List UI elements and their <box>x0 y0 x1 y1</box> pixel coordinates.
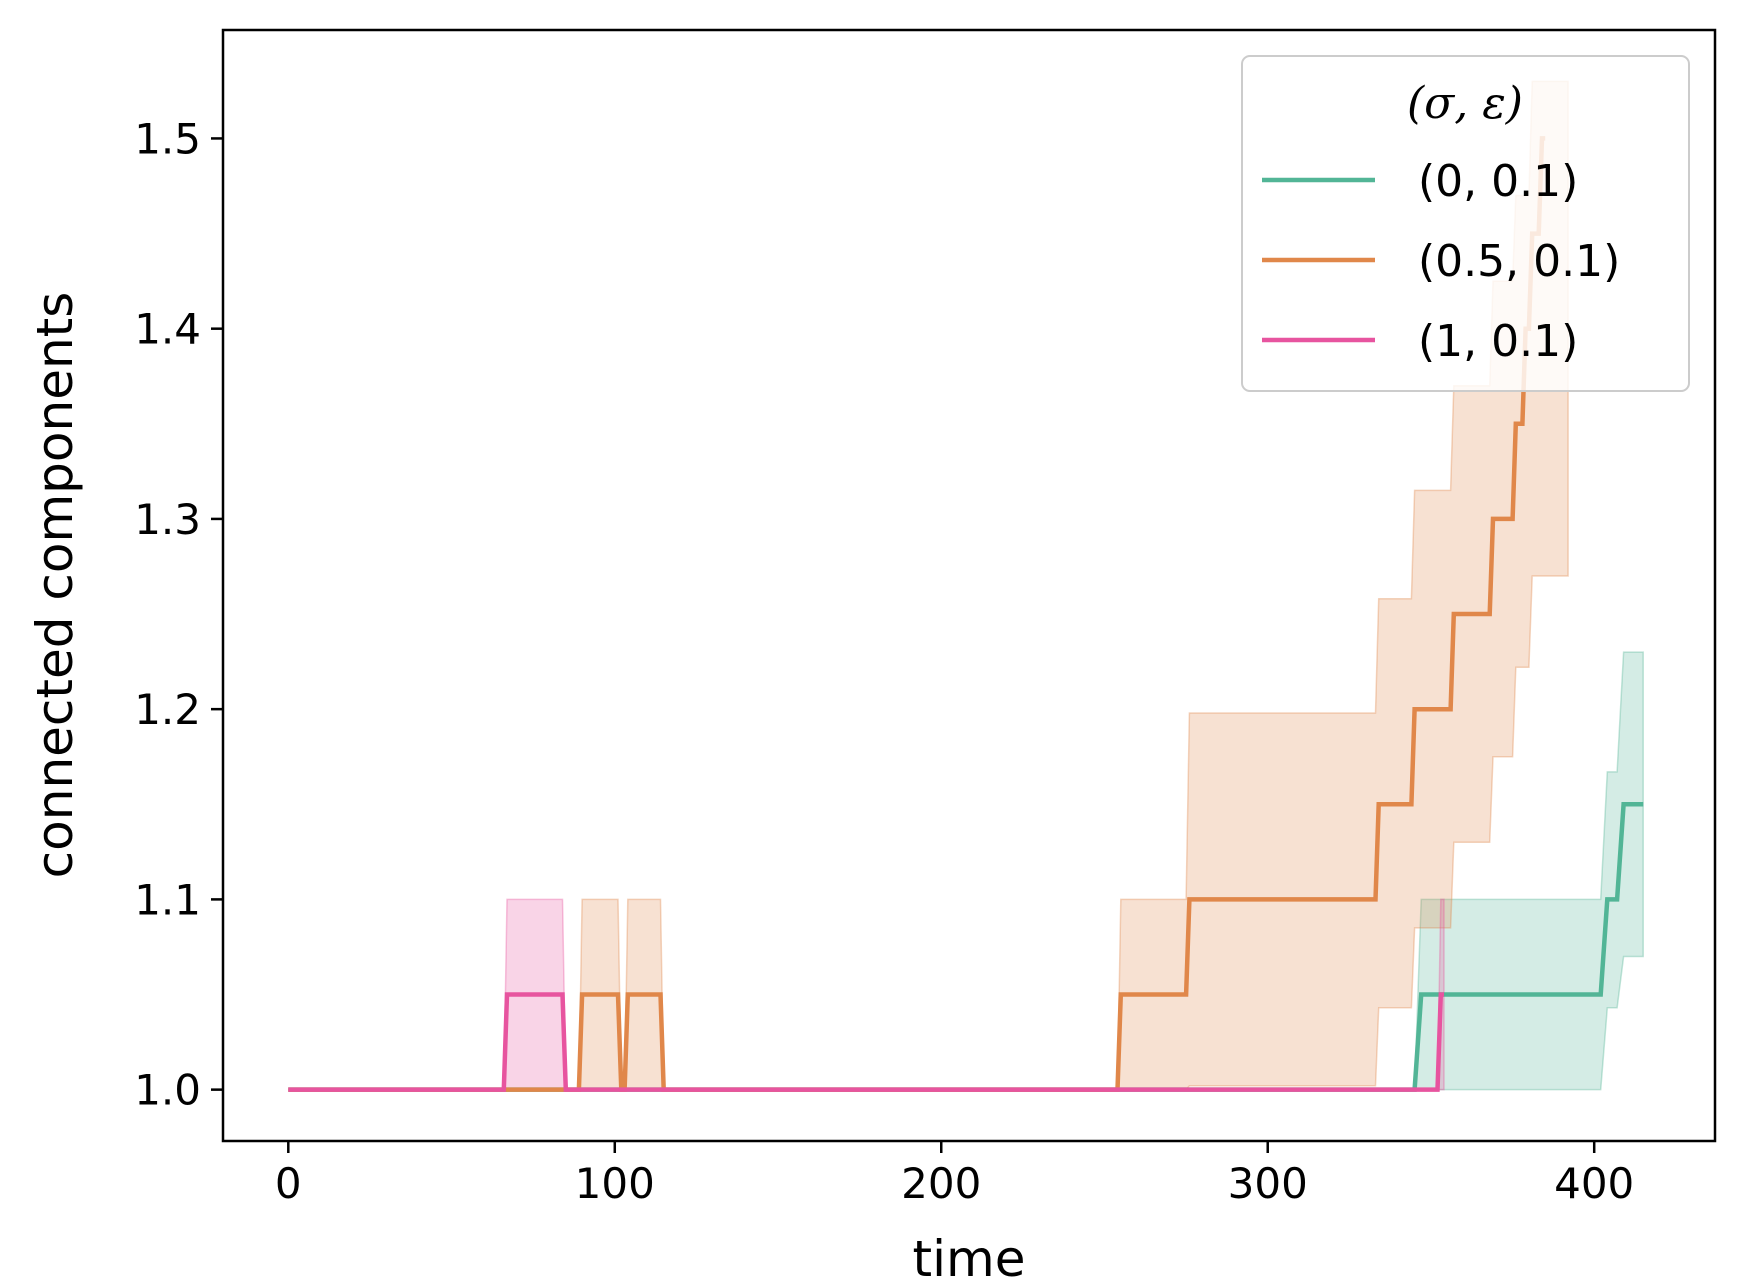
legend-entry-2: (1, 0.1) <box>1418 316 1578 367</box>
legend-box <box>1241 55 1690 392</box>
x-axis-ticks: 0 100 200 300 400 <box>275 1141 1634 1208</box>
x-tick-label: 200 <box>901 1159 981 1208</box>
plot-frame <box>221 28 1717 1143</box>
legend-title: (σ, ε) <box>1407 78 1523 129</box>
y-axis-label: connected components <box>26 292 84 879</box>
y-tick-label: 1.5 <box>134 114 201 163</box>
series-line-2 <box>288 992 1444 1092</box>
x-tick-label: 100 <box>575 1159 655 1208</box>
y-tick-label: 1.1 <box>134 875 201 924</box>
x-tick-label: 300 <box>1228 1159 1308 1208</box>
y-tick-label: 1.0 <box>134 1066 201 1115</box>
y-tick-label: 1.2 <box>134 685 201 734</box>
legend-entry-1: (0.5, 0.1) <box>1418 236 1620 287</box>
legend: (σ, ε) (0, 0.1) (0.5, 0.1) (1, 0.1) <box>1241 55 1690 392</box>
legend-entry-0: (0, 0.1) <box>1418 156 1578 207</box>
x-tick-label: 400 <box>1554 1159 1634 1208</box>
y-axis-ticks: 1.0 1.1 1.2 1.3 1.4 1.5 <box>134 114 223 1115</box>
x-tick-label: 0 <box>275 1159 302 1208</box>
x-axis-label: time <box>913 1230 1026 1285</box>
y-tick-label: 1.4 <box>134 305 201 354</box>
series-line-0 <box>288 802 1644 1092</box>
y-tick-label: 1.3 <box>134 495 201 544</box>
